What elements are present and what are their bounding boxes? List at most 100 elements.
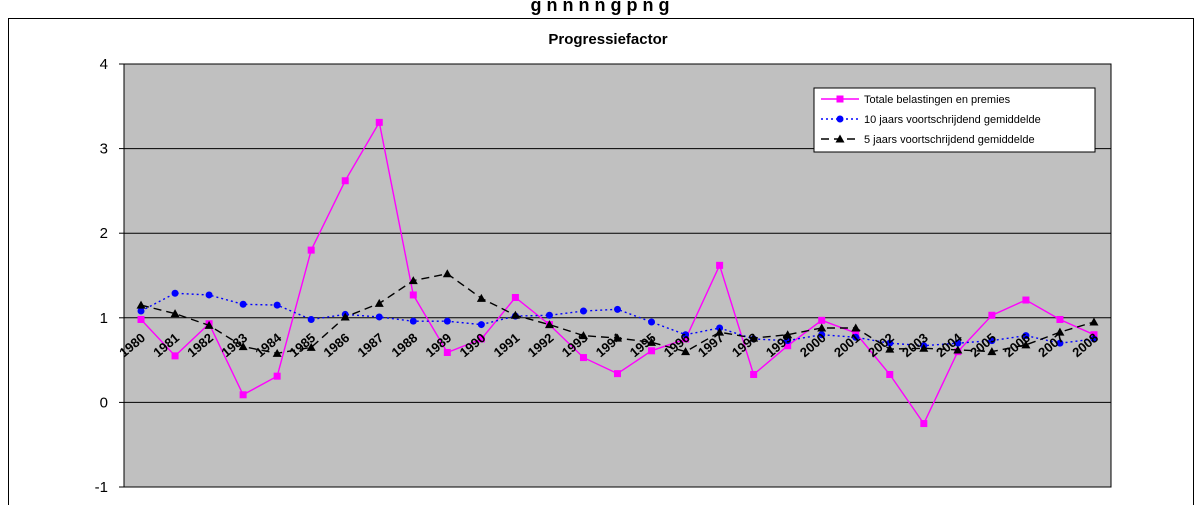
legend-label: 10 jaars voortschrijdend gemiddelde xyxy=(864,114,1041,126)
data-point xyxy=(852,329,860,337)
data-point xyxy=(136,300,146,309)
y-axis: -1 0 1 2 3 4 xyxy=(95,56,124,496)
data-point xyxy=(510,310,520,319)
data-point xyxy=(682,335,690,343)
legend-label: 5 jaars voortschrijdend gemiddelde xyxy=(864,134,1035,146)
data-point xyxy=(273,301,281,309)
data-point xyxy=(171,289,179,297)
data-point xyxy=(409,317,417,325)
legend-item: Totale belastingen en premies xyxy=(821,94,1011,106)
data-point xyxy=(579,354,587,362)
data-point xyxy=(374,298,384,307)
data-point xyxy=(137,307,145,315)
data-point xyxy=(817,323,827,332)
series-layer xyxy=(136,118,1099,428)
data-point xyxy=(205,291,213,299)
data-point xyxy=(818,316,826,324)
data-point xyxy=(307,315,315,323)
data-point xyxy=(852,333,860,341)
data-point xyxy=(920,420,928,428)
legend-item: 5 jaars voortschrijdend gemiddelde xyxy=(821,134,1035,146)
data-point xyxy=(272,348,282,357)
data-point xyxy=(238,342,248,351)
data-point xyxy=(443,348,451,356)
data-point xyxy=(307,246,315,254)
data-point xyxy=(716,261,724,269)
data-point xyxy=(647,337,657,346)
data-point xyxy=(749,333,759,342)
data-point xyxy=(1022,296,1030,304)
data-point xyxy=(715,327,725,336)
y-tick-label: 2 xyxy=(100,225,108,242)
data-point xyxy=(851,323,861,332)
data-point xyxy=(204,320,214,329)
page-top-caption: g n n n n g p n g xyxy=(531,0,670,15)
data-point xyxy=(578,331,588,340)
data-point xyxy=(1021,340,1031,349)
data-point xyxy=(919,343,929,352)
data-point xyxy=(443,317,451,325)
plot-border xyxy=(123,63,1112,488)
data-point xyxy=(511,293,519,301)
data-point xyxy=(614,305,621,313)
data-point xyxy=(648,347,656,355)
data-point xyxy=(886,339,894,347)
data-point xyxy=(1055,327,1065,336)
data-point xyxy=(885,344,895,353)
data-point xyxy=(682,331,690,339)
data-point xyxy=(1056,315,1064,323)
data-point xyxy=(886,370,894,378)
legend: Totale belastingen en premies 10 jaars vo… xyxy=(813,87,1096,153)
y-tick-label: 3 xyxy=(100,141,108,158)
data-point xyxy=(579,307,587,315)
data-point xyxy=(375,118,383,126)
data-point xyxy=(988,311,996,319)
series-3 xyxy=(136,269,1099,357)
data-point xyxy=(783,330,793,339)
legend-marker xyxy=(835,134,845,143)
data-point xyxy=(1022,332,1030,340)
legend-item: 10 jaars voortschrijdend gemiddelde xyxy=(821,114,1041,126)
data-point xyxy=(784,342,792,350)
data-point xyxy=(477,321,485,329)
data-point xyxy=(170,309,180,318)
data-point xyxy=(750,370,758,378)
data-point xyxy=(340,312,350,321)
legend-box xyxy=(813,87,1096,153)
legend-marker xyxy=(836,95,844,103)
series-line xyxy=(140,292,1095,347)
data-point xyxy=(137,315,145,323)
data-point xyxy=(987,347,997,356)
data-point xyxy=(171,352,179,360)
y-tick-label: 4 xyxy=(100,56,108,73)
data-point xyxy=(476,293,486,302)
data-point xyxy=(1090,331,1098,339)
data-point xyxy=(614,370,621,378)
data-point xyxy=(408,276,418,285)
data-point xyxy=(1089,317,1099,326)
data-point xyxy=(1056,339,1064,347)
data-point xyxy=(273,372,281,380)
data-point xyxy=(1090,335,1098,343)
data-point xyxy=(545,311,553,319)
legend-marker xyxy=(836,115,844,123)
data-point xyxy=(613,333,622,342)
data-point xyxy=(442,269,452,278)
data-point xyxy=(375,313,383,321)
data-point xyxy=(954,339,962,347)
data-point xyxy=(818,331,826,339)
y-tick-label: 1 xyxy=(100,310,108,327)
chart-title: Progressiefactor xyxy=(548,31,667,48)
data-point xyxy=(648,318,656,326)
data-point xyxy=(988,337,996,345)
y-tick-label: -1 xyxy=(95,479,108,496)
data-point xyxy=(341,177,349,185)
y-tick-label: 0 xyxy=(100,394,108,411)
legend-label: Totale belastingen en premies xyxy=(864,94,1011,106)
data-point xyxy=(784,337,792,345)
data-point xyxy=(544,320,554,329)
data-point xyxy=(409,291,417,299)
data-point xyxy=(953,345,963,354)
